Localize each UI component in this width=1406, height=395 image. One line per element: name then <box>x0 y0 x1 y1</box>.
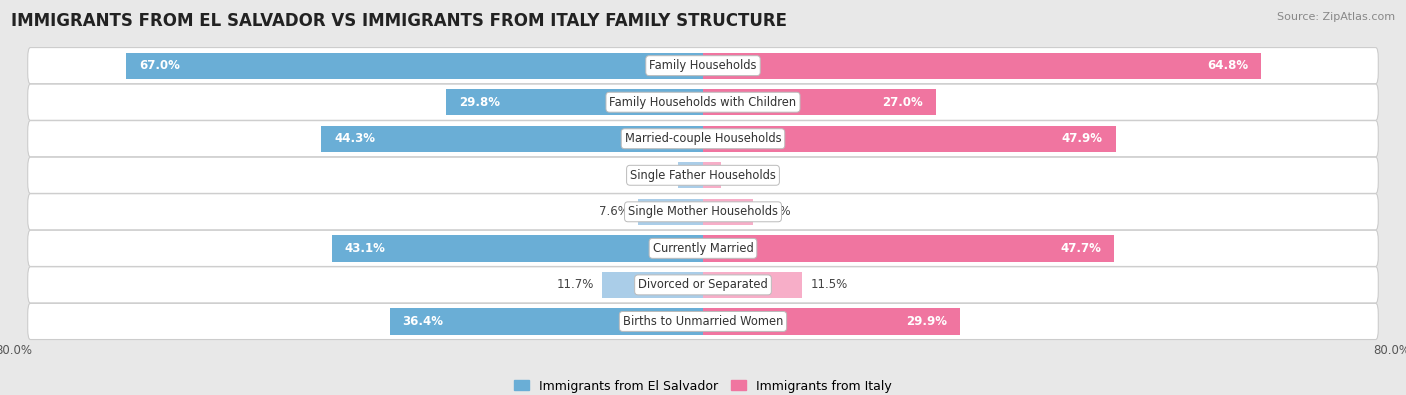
Bar <box>703 89 935 115</box>
Bar <box>446 89 703 115</box>
Text: 11.7%: 11.7% <box>557 278 593 292</box>
FancyBboxPatch shape <box>28 230 1378 267</box>
Text: 2.1%: 2.1% <box>730 169 759 182</box>
Text: 64.8%: 64.8% <box>1206 59 1249 72</box>
Bar <box>127 53 703 79</box>
Text: 36.4%: 36.4% <box>402 315 443 328</box>
Bar <box>703 272 801 298</box>
Bar <box>602 272 703 298</box>
Text: Divorced or Separated: Divorced or Separated <box>638 278 768 292</box>
Bar <box>703 235 1114 261</box>
FancyBboxPatch shape <box>28 303 1378 340</box>
Text: Single Father Households: Single Father Households <box>630 169 776 182</box>
Text: 7.6%: 7.6% <box>599 205 628 218</box>
Text: 43.1%: 43.1% <box>344 242 385 255</box>
Text: 47.9%: 47.9% <box>1062 132 1102 145</box>
FancyBboxPatch shape <box>28 267 1378 303</box>
FancyBboxPatch shape <box>28 120 1378 157</box>
Text: 67.0%: 67.0% <box>139 59 180 72</box>
Text: 44.3%: 44.3% <box>335 132 375 145</box>
Bar <box>322 126 703 152</box>
Bar <box>703 53 1261 79</box>
Bar <box>389 308 703 335</box>
Text: IMMIGRANTS FROM EL SALVADOR VS IMMIGRANTS FROM ITALY FAMILY STRUCTURE: IMMIGRANTS FROM EL SALVADOR VS IMMIGRANT… <box>11 12 787 30</box>
Bar <box>703 126 1115 152</box>
Bar <box>703 308 960 335</box>
Text: Births to Unmarried Women: Births to Unmarried Women <box>623 315 783 328</box>
Bar <box>703 162 721 188</box>
Text: Family Households: Family Households <box>650 59 756 72</box>
Text: Married-couple Households: Married-couple Households <box>624 132 782 145</box>
FancyBboxPatch shape <box>28 47 1378 84</box>
Text: 29.8%: 29.8% <box>460 96 501 109</box>
Bar <box>637 199 703 225</box>
Text: Source: ZipAtlas.com: Source: ZipAtlas.com <box>1277 12 1395 22</box>
Text: Single Mother Households: Single Mother Households <box>628 205 778 218</box>
Text: 29.9%: 29.9% <box>907 315 948 328</box>
FancyBboxPatch shape <box>28 84 1378 120</box>
Text: 47.7%: 47.7% <box>1060 242 1101 255</box>
Text: 2.9%: 2.9% <box>640 169 669 182</box>
FancyBboxPatch shape <box>28 194 1378 230</box>
Bar <box>678 162 703 188</box>
Bar <box>332 235 703 261</box>
Text: 11.5%: 11.5% <box>811 278 848 292</box>
Text: Family Households with Children: Family Households with Children <box>609 96 797 109</box>
Bar <box>703 199 754 225</box>
Text: 27.0%: 27.0% <box>882 96 922 109</box>
Text: Currently Married: Currently Married <box>652 242 754 255</box>
FancyBboxPatch shape <box>28 157 1378 194</box>
Text: 5.8%: 5.8% <box>762 205 792 218</box>
Legend: Immigrants from El Salvador, Immigrants from Italy: Immigrants from El Salvador, Immigrants … <box>509 375 897 395</box>
